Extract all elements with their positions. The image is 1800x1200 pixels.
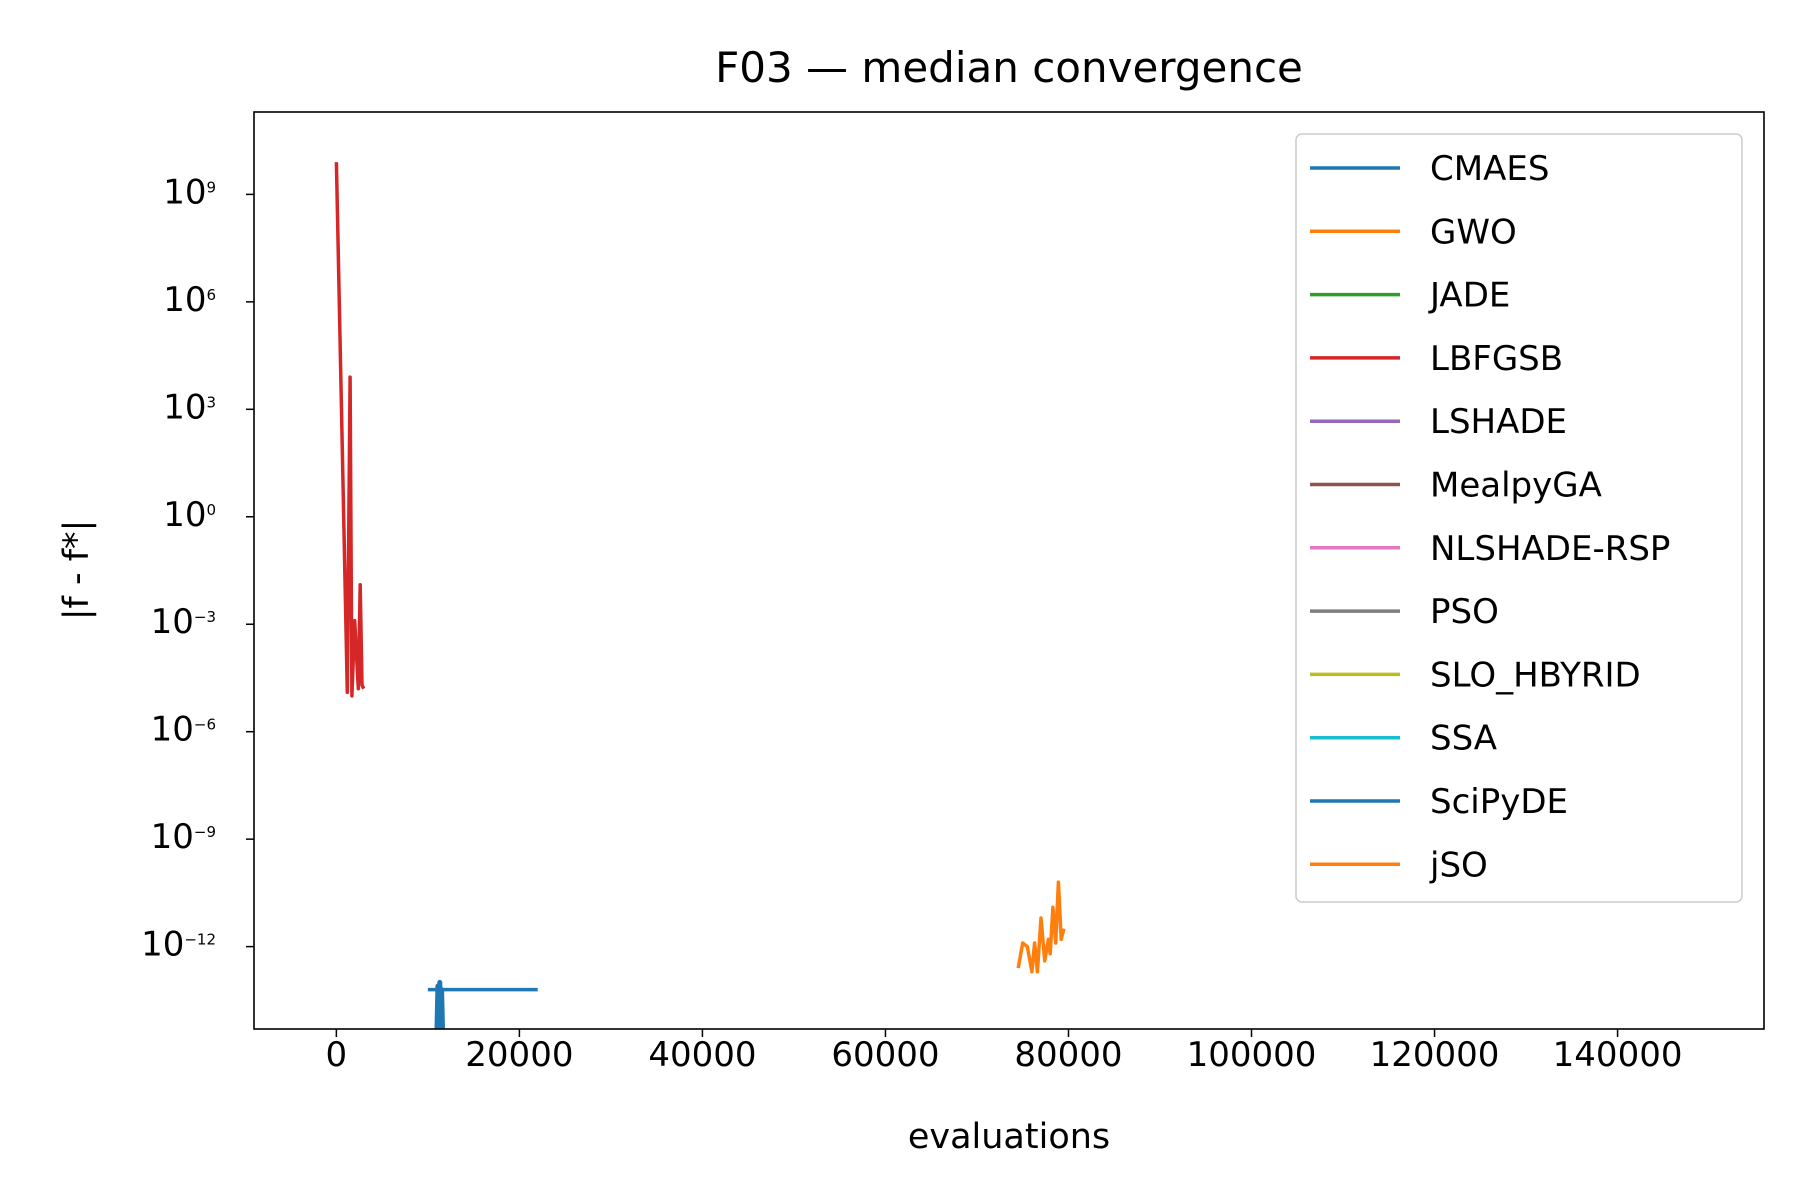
y-tick-base: 10 (151, 817, 194, 857)
x-tick-label: 0 (326, 1035, 348, 1075)
y-tick-exponent: −3 (194, 608, 216, 626)
legend: CMAES GWO JADE LBFGSB LSHADE MealpyGA NLSHADE-… (1295, 133, 1743, 903)
series-layer (334, 162, 1066, 1029)
x-tick-label: 80000 (1014, 1035, 1122, 1075)
legend-label: SSA (1430, 719, 1497, 759)
x-tick-label: 120000 (1370, 1035, 1500, 1075)
y-tick-base: 10 (163, 280, 206, 320)
y-tick-base: 10 (141, 925, 184, 965)
y-tick-label: 10−9 (151, 817, 216, 857)
y-tick-label: 10−6 (151, 710, 216, 750)
y-tick-exponent: −12 (184, 931, 216, 949)
legend-label: CMAES (1430, 149, 1549, 189)
x-tick-label: 40000 (648, 1035, 756, 1075)
legend-label: jSO (1429, 845, 1488, 885)
y-tick-exponent: −9 (194, 823, 216, 841)
y-tick-label: 106 (163, 280, 216, 320)
legend-label: GWO (1430, 212, 1517, 252)
plot-frame (253, 111, 1765, 1030)
legend-label: SLO_HBYRID (1430, 655, 1641, 695)
y-tick-exponent: 0 (206, 501, 216, 519)
legend-label: LBFGSB (1430, 339, 1563, 379)
y-tick-exponent: −6 (194, 716, 216, 734)
y-tick-base: 10 (151, 710, 194, 750)
legend-label: MealpyGA (1430, 466, 1602, 506)
legend-label: NLSHADE-RSP (1430, 529, 1670, 569)
legend-box (1295, 133, 1743, 903)
legend-label: LSHADE (1430, 402, 1567, 442)
legend-label: PSO (1430, 592, 1499, 632)
chart-title: F03 — median convergence (715, 43, 1303, 92)
y-tick-label: 109 (163, 172, 216, 212)
legend-label: JADE (1428, 276, 1510, 316)
x-axis-label: evaluations (908, 1117, 1110, 1157)
y-tick-label: 10−12 (141, 925, 216, 965)
y-tick-exponent: 6 (206, 286, 216, 304)
y-tick-exponent: 9 (206, 178, 216, 196)
y-axis-label: |f - f*| (57, 520, 97, 621)
y-tick-base: 10 (163, 387, 206, 427)
series-line-jso (1016, 880, 1066, 974)
x-tick-label: 20000 (465, 1035, 573, 1075)
x-axis: 0 20000 40000 60000 80000 100000 120000 140000 (326, 1029, 1683, 1075)
series-line-scipyde (434, 979, 445, 1029)
y-tick-base: 10 (163, 495, 206, 535)
x-tick-label: 140000 (1553, 1035, 1683, 1075)
legend-label: SciPyDE (1430, 782, 1568, 822)
y-tick-base: 10 (163, 172, 206, 212)
x-tick-label: 100000 (1187, 1035, 1317, 1075)
y-tick-exponent: 3 (206, 393, 216, 411)
y-tick-label: 10−3 (151, 602, 216, 642)
y-tick-label: 103 (163, 387, 216, 427)
y-tick-label: 100 (163, 495, 216, 535)
y-tick-base: 10 (151, 602, 194, 642)
x-tick-label: 60000 (831, 1035, 939, 1075)
series-line-lbfgsb (334, 162, 366, 698)
